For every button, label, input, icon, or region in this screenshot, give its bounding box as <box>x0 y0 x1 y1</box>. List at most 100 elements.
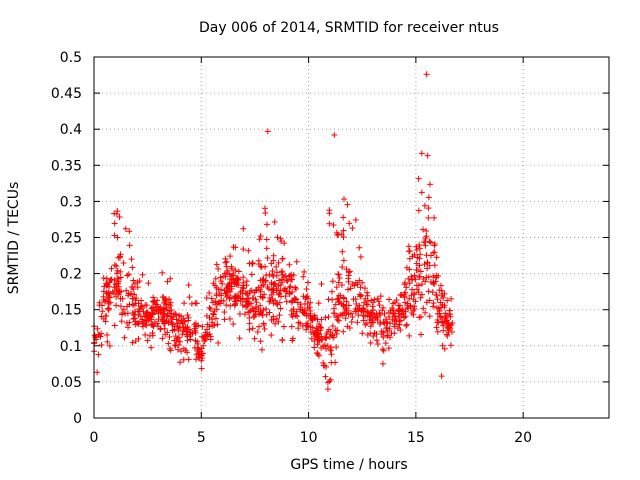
data-point <box>304 279 311 286</box>
data-point <box>320 362 327 369</box>
data-point <box>425 194 432 201</box>
data-point <box>167 275 174 282</box>
data-point <box>175 324 182 331</box>
data-point <box>367 339 374 346</box>
data-point <box>276 290 283 297</box>
data-point <box>397 317 404 324</box>
data-point <box>246 320 253 327</box>
data-point <box>405 243 412 250</box>
data-point <box>324 379 331 386</box>
data-point <box>417 251 424 258</box>
data-point <box>416 314 423 321</box>
data-point <box>155 316 162 323</box>
data-point <box>274 234 281 241</box>
data-point <box>406 247 413 254</box>
data-point <box>257 232 264 239</box>
data-point <box>242 290 249 297</box>
data-point <box>303 312 310 319</box>
data-point <box>144 337 151 344</box>
data-point <box>401 292 408 299</box>
data-point <box>167 302 174 309</box>
data-point <box>300 273 307 280</box>
data-point <box>246 326 253 333</box>
data-point <box>102 318 109 325</box>
data-point <box>181 300 188 307</box>
data-point <box>102 313 109 320</box>
x-tick-label: 10 <box>300 430 318 446</box>
data-point <box>185 282 192 289</box>
data-point <box>306 304 313 311</box>
data-point <box>97 333 104 340</box>
data-point <box>335 292 342 299</box>
data-point <box>235 268 242 275</box>
data-point <box>223 258 230 265</box>
data-point <box>250 307 257 314</box>
data-point <box>282 293 289 300</box>
data-point <box>226 315 233 322</box>
data-point <box>272 320 279 327</box>
data-point <box>227 302 234 309</box>
data-point <box>366 313 373 320</box>
data-point <box>227 253 234 260</box>
data-point <box>103 275 110 282</box>
data-point <box>426 313 433 320</box>
data-point <box>318 280 325 287</box>
tick-labels: 0 5 10 15 20 0 0.05 0.1 0.15 0.2 0.25 0.3 0.35 0.4 0.4… <box>51 50 532 446</box>
data-point <box>333 284 340 291</box>
data-point <box>276 312 283 319</box>
data-point <box>230 279 237 286</box>
data-point <box>163 313 170 320</box>
data-point <box>412 298 419 305</box>
data-point <box>441 345 448 352</box>
data-point <box>287 283 294 290</box>
data-point <box>149 311 156 318</box>
data-point <box>437 299 444 306</box>
data-point <box>387 320 394 327</box>
data-point <box>160 320 167 327</box>
data-point <box>146 312 153 319</box>
data-point <box>206 314 213 321</box>
data-point <box>217 300 224 307</box>
data-point <box>424 265 431 272</box>
data-point <box>380 347 387 354</box>
data-point <box>436 310 443 317</box>
y-tick-label: 0.45 <box>51 86 82 102</box>
data-point <box>339 248 346 255</box>
data-point <box>268 332 275 339</box>
data-point <box>286 261 293 268</box>
data-point <box>213 261 220 268</box>
data-point <box>351 282 358 289</box>
data-point <box>347 285 354 292</box>
data-point <box>279 337 286 344</box>
data-point <box>175 341 182 348</box>
data-point <box>307 310 314 317</box>
data-point <box>327 376 334 383</box>
data-point <box>126 228 133 235</box>
data-point <box>180 315 187 322</box>
data-point <box>419 291 426 298</box>
data-point <box>290 272 297 279</box>
data-point <box>135 319 142 326</box>
data-point <box>191 344 198 351</box>
data-point <box>161 311 168 318</box>
data-point <box>241 311 248 318</box>
data-point <box>275 318 282 325</box>
data-point <box>319 336 326 343</box>
data-point <box>225 284 232 291</box>
data-point <box>279 279 286 286</box>
data-point <box>160 294 167 301</box>
data-point <box>257 302 264 309</box>
data-point <box>389 305 396 312</box>
data-point <box>392 310 399 317</box>
data-point <box>204 321 211 328</box>
data-point <box>246 308 253 315</box>
data-point <box>256 323 263 330</box>
data-point <box>95 351 102 358</box>
data-point <box>253 304 260 311</box>
data-point <box>333 314 340 321</box>
data-point <box>417 268 424 275</box>
data-point <box>413 260 420 267</box>
data-point <box>275 282 282 289</box>
data-point <box>199 350 206 357</box>
data-point <box>373 310 380 317</box>
